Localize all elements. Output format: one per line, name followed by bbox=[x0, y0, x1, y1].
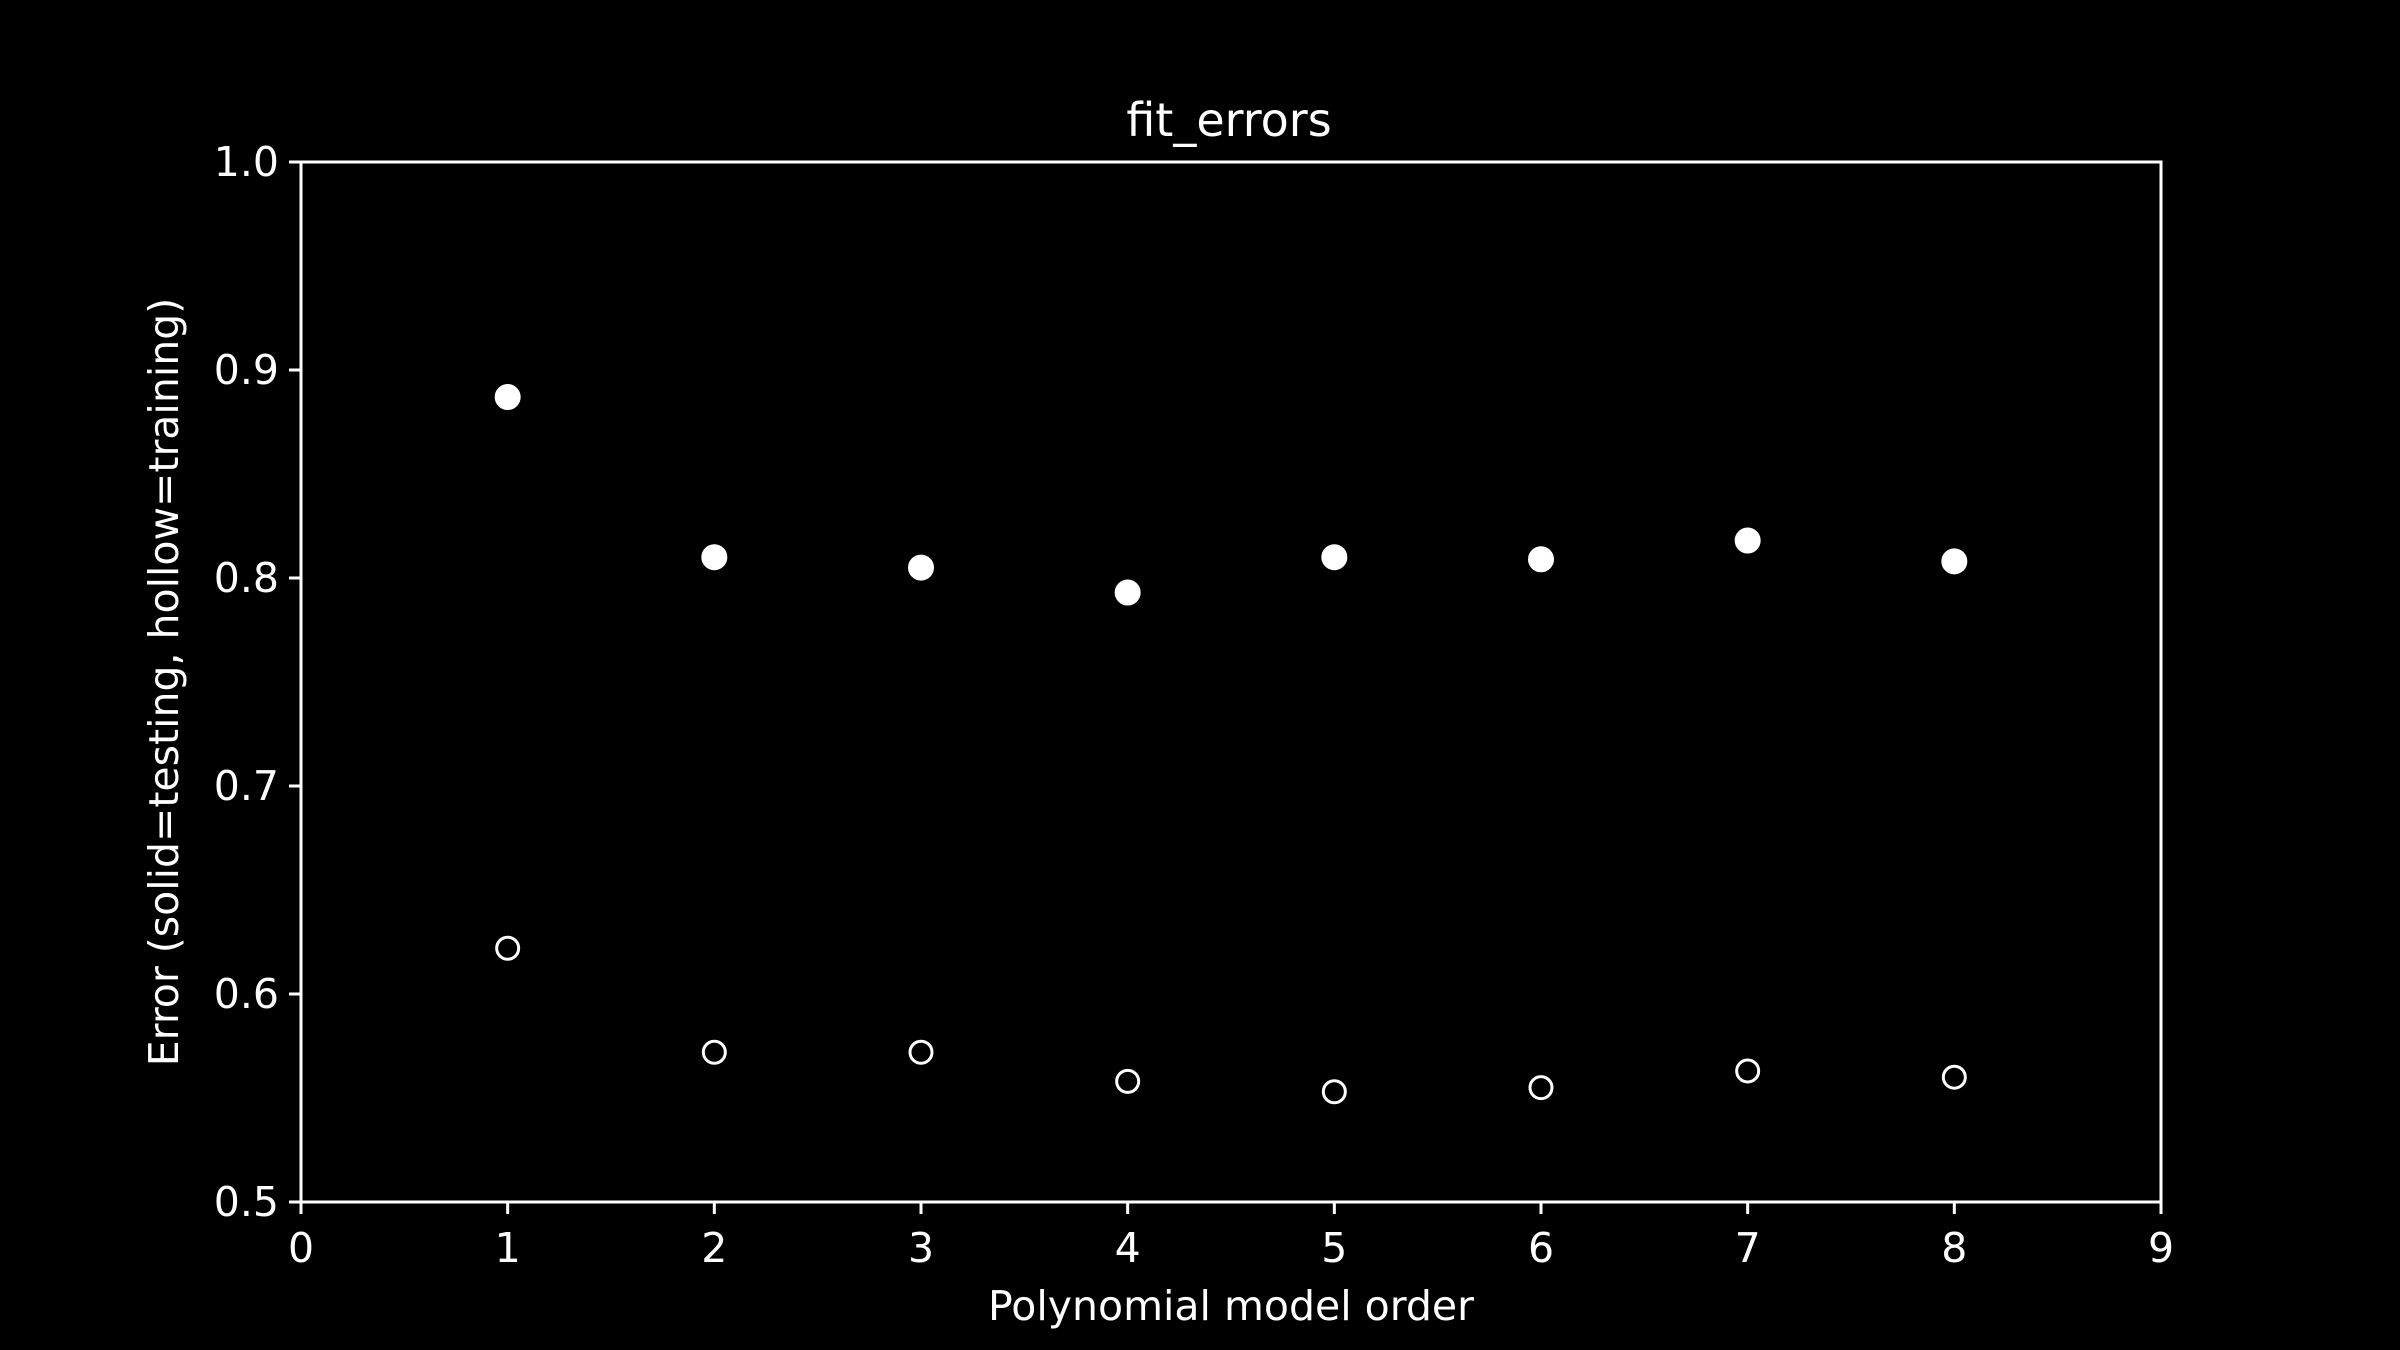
training-error-point bbox=[908, 1039, 934, 1065]
x-tick-label: 0 bbox=[288, 1224, 314, 1272]
training-error-point bbox=[1115, 1068, 1141, 1094]
testing-error-point bbox=[1321, 544, 1348, 571]
x-tick-label: 4 bbox=[1115, 1224, 1141, 1272]
training-error-point bbox=[495, 935, 521, 961]
y-tick-label: 0.7 bbox=[214, 762, 279, 810]
y-axis-label: Error (solid=testing, hollow=training) bbox=[140, 298, 188, 1066]
y-axis: 0.5 0.6 0.7 0.8 0.9 1.0 bbox=[214, 138, 301, 1226]
testing-error-point bbox=[1528, 546, 1554, 573]
y-tick-label: 1.0 bbox=[214, 138, 279, 186]
x-tick-label: 7 bbox=[1735, 1224, 1761, 1272]
training-error-point bbox=[1941, 1064, 1967, 1090]
x-tick-label: 1 bbox=[495, 1224, 521, 1272]
chart-title: fit_errors bbox=[1126, 93, 1331, 147]
testing-error-point bbox=[1734, 527, 1761, 554]
training-error-point bbox=[1735, 1058, 1761, 1084]
x-axis: 0 1 2 3 4 5 6 7 8 9 bbox=[288, 1202, 2174, 1272]
x-axis-label: Polynomial model order bbox=[988, 1282, 1474, 1330]
testing-error-point bbox=[494, 384, 521, 411]
testing-error-point bbox=[908, 554, 934, 581]
plot-area-frame bbox=[299, 160, 2163, 1204]
y-tick-label: 0.8 bbox=[214, 554, 279, 602]
x-tick-label: 2 bbox=[701, 1224, 727, 1272]
y-tick-label: 0.9 bbox=[214, 346, 279, 394]
training-error-point bbox=[1321, 1079, 1347, 1105]
training-error-point bbox=[701, 1039, 727, 1065]
data-points bbox=[494, 384, 1968, 1105]
y-tick-label: 0.6 bbox=[214, 970, 279, 1018]
x-tick-label: 3 bbox=[908, 1224, 934, 1272]
x-tick-label: 6 bbox=[1528, 1224, 1554, 1272]
x-tick-label: 5 bbox=[1321, 1224, 1347, 1272]
y-tick-label: 0.5 bbox=[214, 1178, 279, 1226]
testing-error-point bbox=[1941, 548, 1968, 575]
testing-error-point bbox=[1114, 579, 1141, 606]
training-error-point bbox=[1528, 1075, 1554, 1101]
x-tick-label: 8 bbox=[1941, 1224, 1967, 1272]
testing-error-point bbox=[701, 544, 728, 571]
x-tick-label: 9 bbox=[2148, 1224, 2174, 1272]
